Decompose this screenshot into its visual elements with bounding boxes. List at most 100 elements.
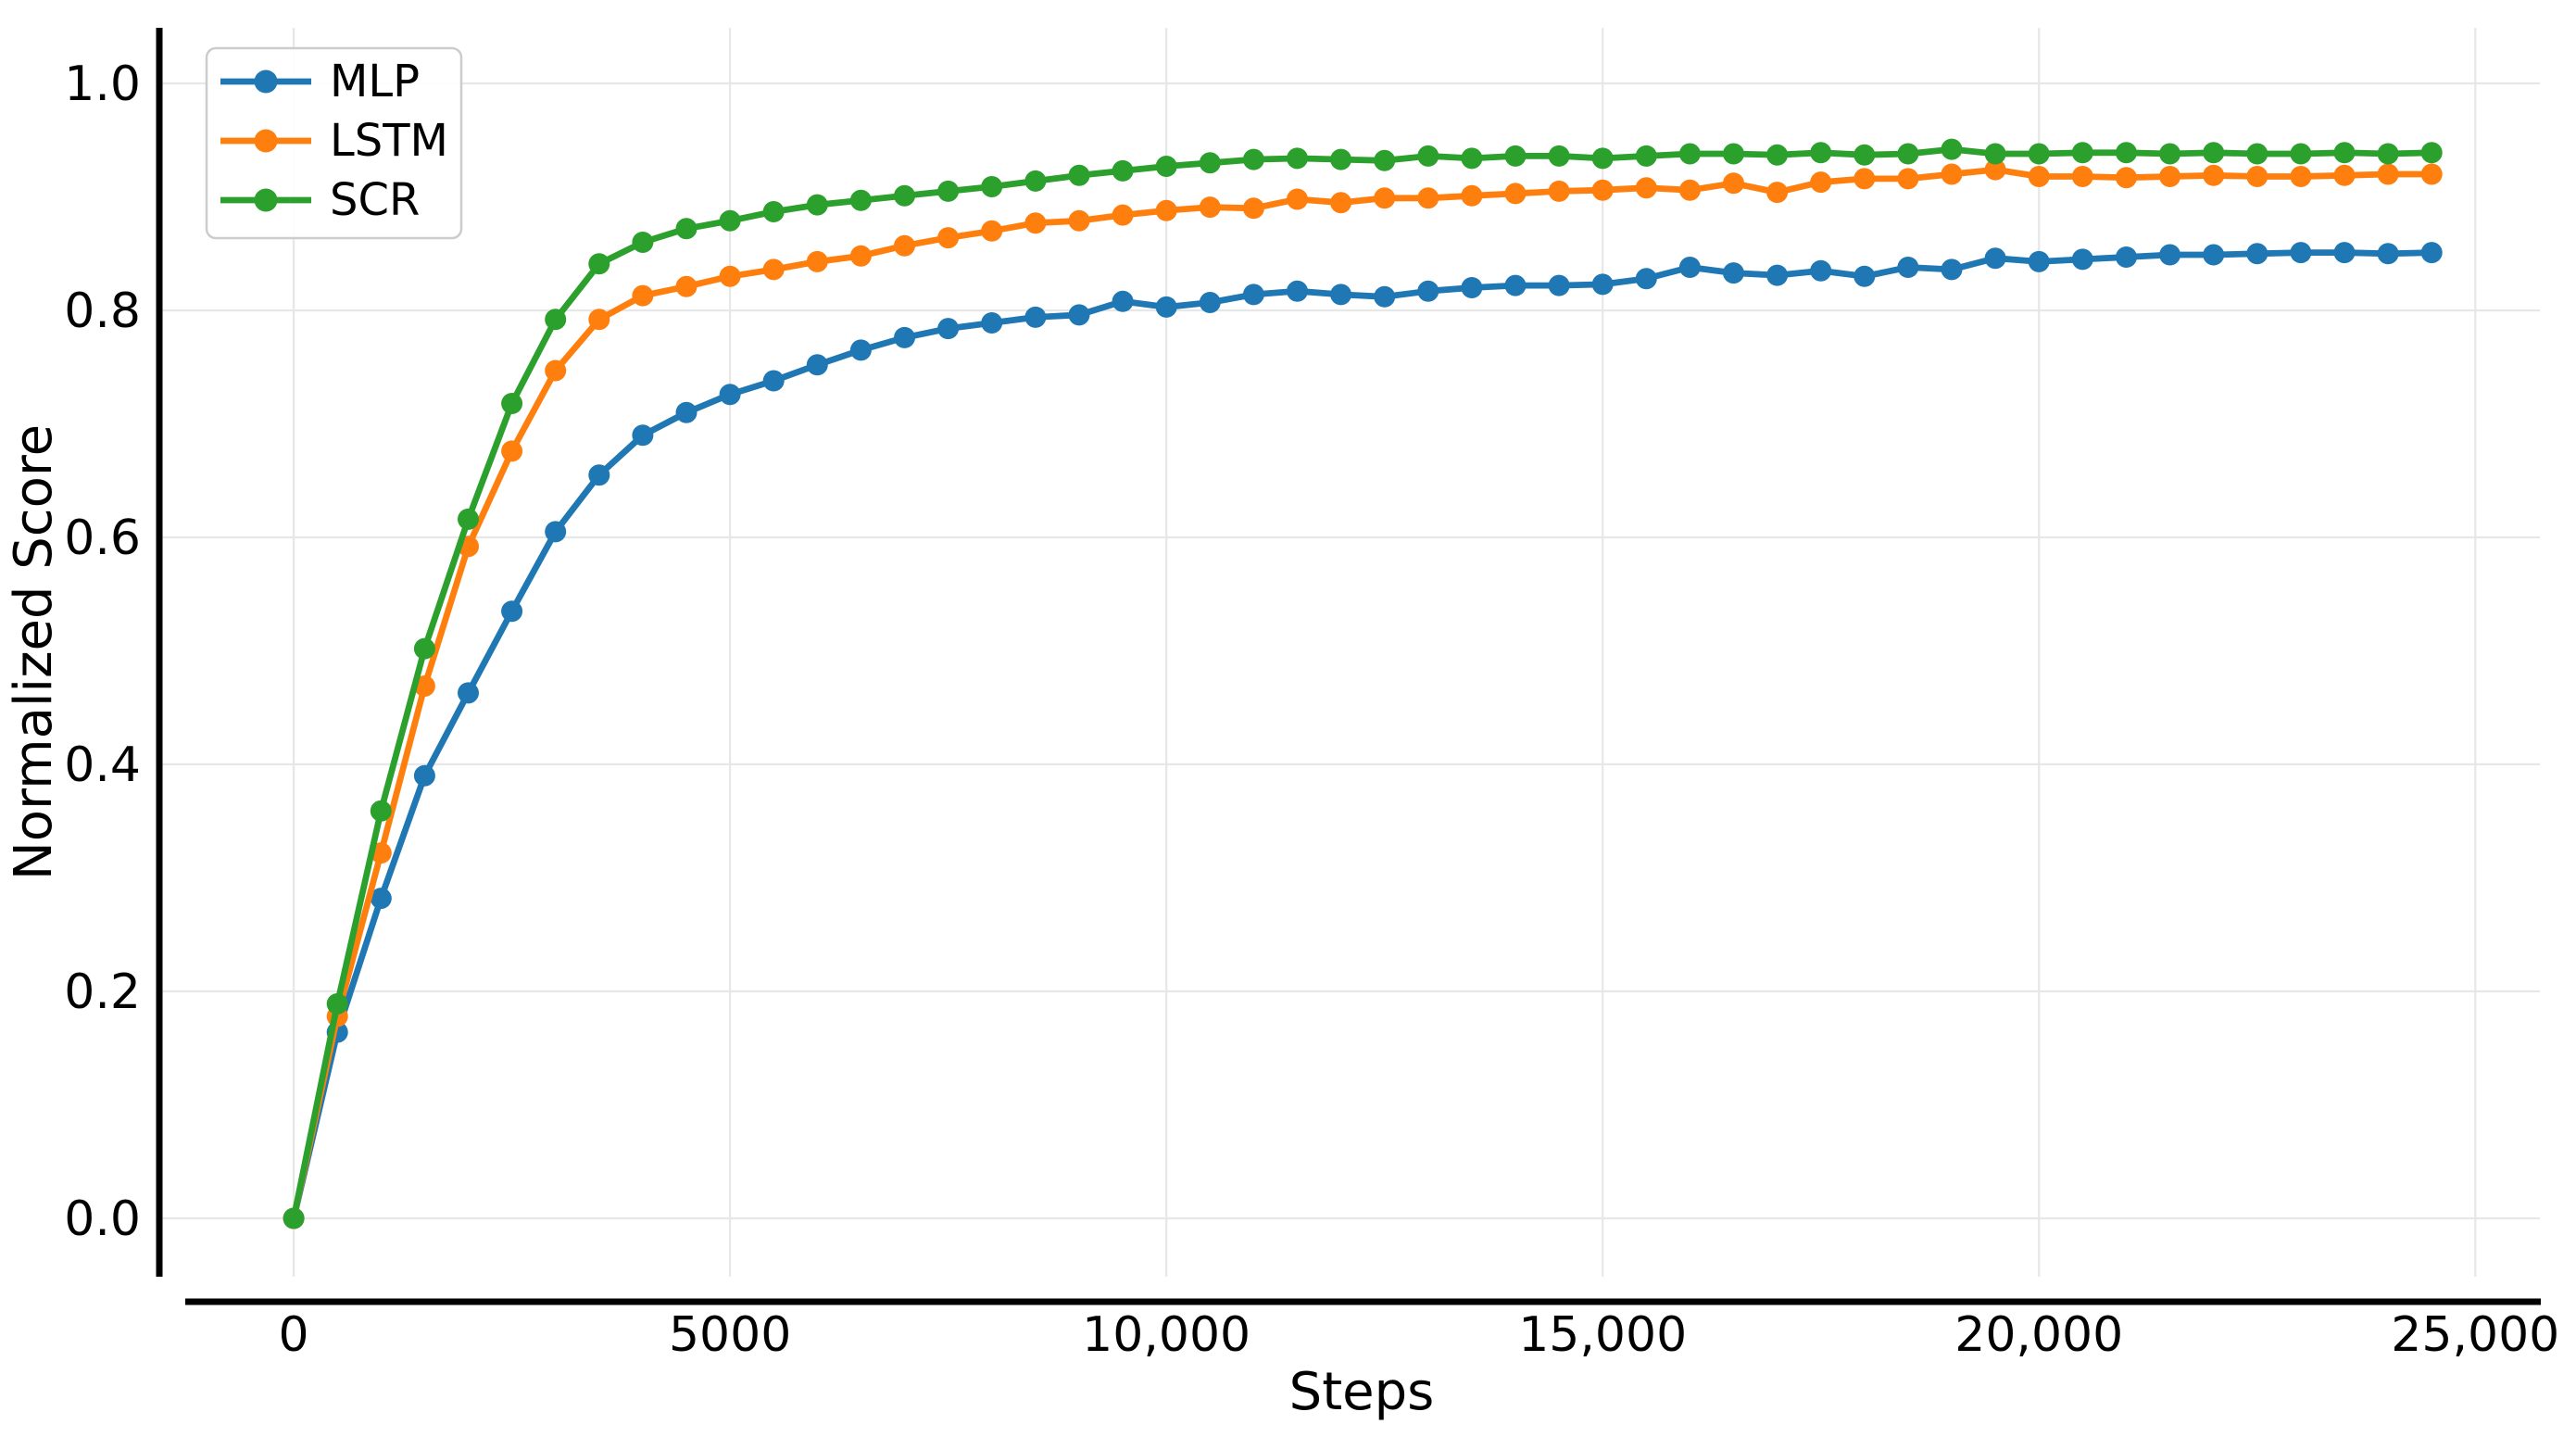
data-point-mlp	[719, 384, 741, 406]
data-point-mlp	[370, 888, 392, 910]
data-point-mlp	[2203, 244, 2225, 266]
data-point-mlp	[632, 424, 654, 447]
data-point-mlp	[2116, 246, 2137, 268]
y-tick-label-5: 1.0	[64, 57, 141, 112]
data-point-lstm	[1766, 182, 1789, 204]
data-point-mlp	[1941, 258, 1963, 281]
data-point-mlp	[1766, 264, 1789, 286]
legend-label-scr: SCR	[330, 174, 420, 226]
data-point-scr	[849, 189, 872, 211]
data-point-mlp	[1984, 247, 2006, 270]
data-point-scr	[1941, 138, 1963, 160]
data-point-lstm	[1287, 188, 1308, 210]
data-point-scr	[632, 232, 654, 253]
data-point-scr	[1984, 143, 2006, 165]
data-point-scr	[2290, 143, 2312, 165]
legend-marker-lstm	[254, 129, 278, 153]
data-point-scr	[2028, 143, 2050, 165]
data-point-mlp	[1374, 285, 1396, 308]
data-point-scr	[981, 176, 1003, 197]
x-axis-title: Steps	[1289, 1362, 1435, 1422]
data-point-scr	[545, 309, 567, 331]
x-tick-label-3: 15,000	[1518, 1307, 1687, 1363]
data-point-lstm	[1635, 177, 1657, 199]
data-point-mlp	[2246, 243, 2268, 265]
legend-marker-mlp	[254, 69, 278, 94]
data-point-mlp	[2333, 242, 2356, 264]
data-point-lstm	[1723, 172, 1744, 195]
y-axis-title: Normalized Score	[4, 424, 64, 880]
data-point-mlp	[1810, 259, 1832, 282]
data-point-scr	[283, 1207, 305, 1229]
data-point-lstm	[981, 220, 1003, 242]
data-point-mlp	[675, 401, 697, 423]
data-point-mlp	[2159, 244, 2181, 266]
data-point-lstm	[1242, 197, 1264, 220]
data-point-mlp	[1504, 274, 1527, 296]
data-point-mlp	[1678, 257, 1701, 278]
data-point-mlp	[806, 354, 828, 376]
data-point-lstm	[2246, 166, 2268, 187]
data-point-lstm	[1984, 158, 2006, 181]
data-point-scr	[1678, 143, 1701, 165]
y-tick-label-3: 0.6	[64, 511, 141, 566]
data-point-mlp	[1461, 277, 1483, 298]
y-tick-label-2: 0.4	[64, 737, 141, 793]
data-point-mlp	[1897, 257, 1919, 278]
data-point-scr	[1024, 170, 1047, 192]
data-point-lstm	[2420, 163, 2443, 185]
x-tick-label-2: 10,000	[1082, 1307, 1250, 1363]
data-point-lstm	[1155, 199, 1177, 221]
data-point-mlp	[458, 682, 479, 704]
data-point-scr	[1591, 147, 1614, 170]
series-markers-mlp	[283, 242, 2443, 1229]
y-tick-label-4: 0.8	[64, 284, 141, 339]
data-point-lstm	[1374, 187, 1396, 209]
data-point-scr	[2116, 142, 2137, 164]
data-point-mlp	[413, 764, 435, 787]
data-point-mlp	[981, 312, 1003, 334]
x-tick-label-4: 20,000	[1954, 1307, 2123, 1363]
data-point-scr	[1155, 156, 1177, 177]
data-point-scr	[762, 201, 785, 222]
axis-spines	[156, 28, 2541, 1305]
series-line-lstm	[290, 166, 2435, 1222]
data-point-scr	[1548, 145, 1570, 167]
data-point-scr	[806, 194, 828, 216]
data-point-scr	[1330, 148, 1352, 170]
data-point-scr	[1810, 142, 1832, 164]
data-point-lstm	[2377, 163, 2399, 185]
data-point-mlp	[588, 464, 610, 486]
data-point-mlp	[2290, 242, 2312, 264]
data-point-mlp	[2420, 242, 2443, 264]
data-point-scr	[675, 218, 697, 240]
data-point-mlp	[1591, 273, 1614, 296]
data-point-mlp	[1548, 274, 1570, 296]
series-line-mlp	[290, 249, 2435, 1222]
data-point-scr	[2203, 142, 2225, 164]
data-point-scr	[1635, 145, 1657, 167]
data-point-mlp	[1112, 290, 1134, 312]
data-point-lstm	[1548, 180, 1570, 202]
data-point-scr	[1504, 145, 1527, 167]
data-point-lstm	[1941, 163, 1963, 185]
data-point-lstm	[1591, 179, 1614, 201]
data-point-lstm	[1330, 192, 1352, 214]
legend-label-lstm: LSTM	[330, 115, 448, 167]
y-tick-label-0: 0.0	[64, 1191, 141, 1247]
data-point-lstm	[762, 258, 785, 281]
data-point-scr	[1766, 144, 1789, 166]
data-point-lstm	[1461, 184, 1483, 207]
legend-label-mlp: MLP	[330, 56, 420, 107]
data-point-lstm	[719, 265, 741, 287]
data-point-mlp	[1330, 284, 1352, 306]
x-tick-label-1: 5000	[669, 1307, 791, 1363]
data-point-mlp	[894, 326, 915, 348]
legend: MLP LSTM SCR	[205, 46, 463, 240]
data-point-scr	[894, 184, 915, 207]
data-point-lstm	[2333, 164, 2356, 186]
data-point-scr	[2071, 142, 2093, 164]
data-point-scr	[1287, 147, 1308, 170]
series-mlp	[283, 242, 2443, 1229]
data-point-mlp	[937, 318, 960, 340]
